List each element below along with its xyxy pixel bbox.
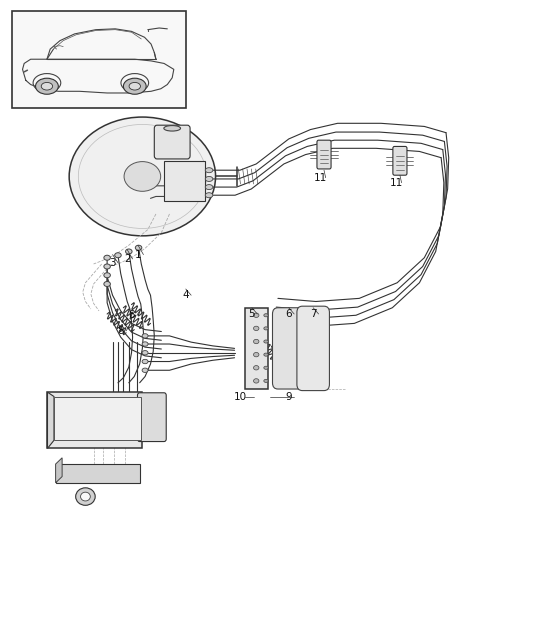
Bar — [54, 396, 141, 440]
Ellipse shape — [41, 82, 53, 90]
Ellipse shape — [264, 379, 268, 382]
Ellipse shape — [205, 176, 213, 181]
Text: 9: 9 — [286, 391, 292, 401]
FancyBboxPatch shape — [297, 306, 329, 391]
Ellipse shape — [253, 365, 259, 370]
Bar — [12, 11, 186, 107]
Text: 2: 2 — [124, 254, 130, 264]
Ellipse shape — [125, 249, 132, 254]
Bar — [164, 161, 205, 202]
Text: 6: 6 — [286, 309, 292, 319]
Text: 1: 1 — [135, 249, 141, 259]
Ellipse shape — [264, 327, 268, 330]
Ellipse shape — [164, 126, 180, 131]
Bar — [56, 464, 140, 483]
Ellipse shape — [123, 78, 146, 94]
Ellipse shape — [129, 82, 141, 90]
Text: 8: 8 — [117, 326, 124, 336]
Ellipse shape — [264, 366, 268, 369]
Ellipse shape — [157, 135, 187, 149]
Ellipse shape — [104, 281, 111, 286]
Ellipse shape — [69, 117, 216, 236]
Text: 4: 4 — [183, 290, 189, 300]
Ellipse shape — [142, 368, 148, 372]
Ellipse shape — [124, 161, 161, 192]
Ellipse shape — [142, 333, 148, 338]
FancyBboxPatch shape — [137, 392, 166, 441]
FancyBboxPatch shape — [154, 125, 190, 159]
Text: 11: 11 — [313, 173, 327, 183]
Ellipse shape — [264, 314, 268, 317]
Ellipse shape — [205, 185, 213, 190]
FancyBboxPatch shape — [272, 308, 305, 389]
Ellipse shape — [114, 252, 121, 257]
Ellipse shape — [142, 359, 148, 364]
Polygon shape — [47, 392, 54, 448]
Ellipse shape — [142, 350, 148, 355]
Bar — [47, 392, 142, 448]
Text: 7: 7 — [310, 309, 317, 319]
Text: 10: 10 — [233, 391, 246, 401]
Ellipse shape — [253, 352, 259, 357]
Bar — [157, 125, 187, 146]
Ellipse shape — [205, 193, 213, 198]
Ellipse shape — [81, 492, 90, 501]
Ellipse shape — [253, 339, 259, 344]
Text: 8: 8 — [128, 310, 135, 320]
Ellipse shape — [142, 342, 148, 346]
Ellipse shape — [35, 78, 58, 94]
Ellipse shape — [264, 353, 268, 356]
Ellipse shape — [253, 379, 259, 383]
Bar — [245, 308, 268, 389]
Polygon shape — [56, 458, 62, 483]
Ellipse shape — [104, 264, 111, 269]
Text: 3: 3 — [109, 257, 116, 268]
Ellipse shape — [135, 245, 142, 250]
Ellipse shape — [253, 326, 259, 330]
FancyBboxPatch shape — [317, 140, 331, 169]
Ellipse shape — [264, 340, 268, 343]
FancyBboxPatch shape — [393, 146, 407, 175]
Ellipse shape — [76, 488, 95, 506]
Text: 5: 5 — [249, 309, 255, 319]
Ellipse shape — [104, 255, 111, 260]
Ellipse shape — [205, 168, 213, 173]
Text: 11: 11 — [390, 178, 403, 188]
Ellipse shape — [104, 273, 111, 278]
Ellipse shape — [253, 313, 259, 317]
